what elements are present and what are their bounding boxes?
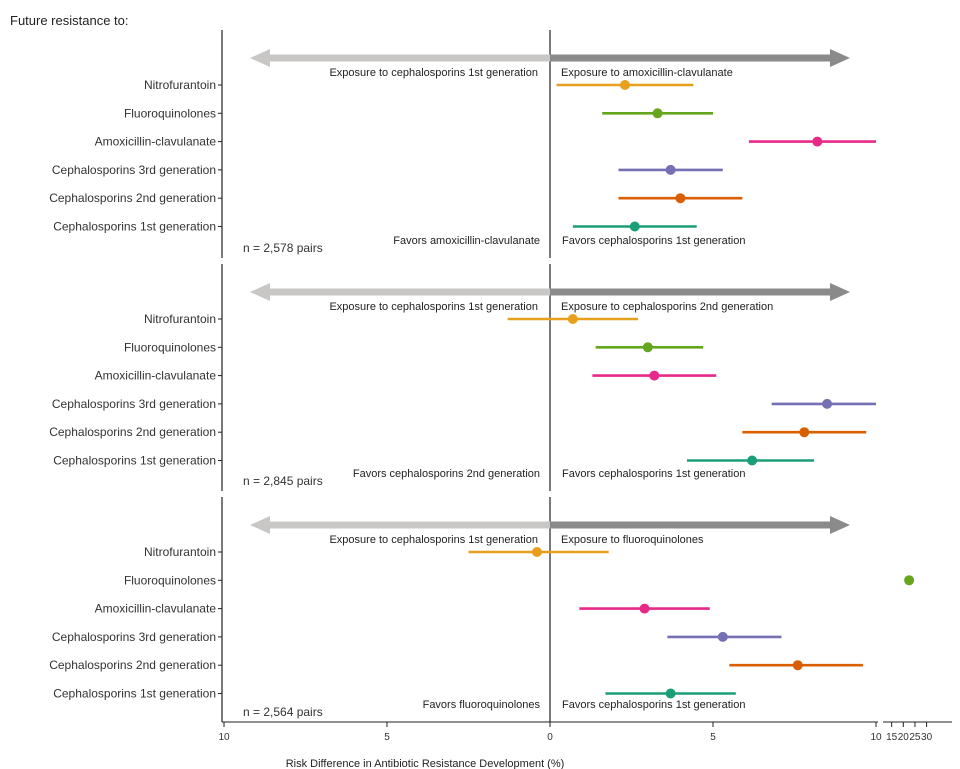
row-label: Cephalosporins 1st generation	[53, 220, 216, 234]
forest-panels: Exposure to cephalosporins 1st generatio…	[49, 30, 915, 722]
row-label: Cephalosporins 2nd generation	[49, 191, 216, 205]
point-estimate	[799, 427, 810, 438]
x-axis: 10 5 0 5 10 15 20 25 30	[218, 721, 952, 743]
row-label: Amoxicillin-clavulanate	[95, 602, 217, 616]
broken-x-tick-label: 30	[921, 732, 933, 743]
n-pairs-label: n = 2,564 pairs	[243, 705, 323, 719]
left-exposure-label: Exposure to cephalosporins 1st generatio…	[329, 534, 538, 546]
favors-left-label: Favors fluoroquinolones	[423, 699, 541, 711]
right-arrow-head	[830, 516, 850, 534]
n-pairs-label: n = 2,578 pairs	[243, 241, 323, 255]
x-tick-label: 0	[547, 732, 553, 743]
row-label: Amoxicillin-clavulanate	[95, 135, 217, 149]
x-tick-label: 5	[384, 732, 390, 743]
x-tick-label: 10	[870, 732, 882, 743]
point-estimate	[717, 631, 728, 642]
favors-right-label: Favors cephalosporins 1st generation	[562, 699, 745, 711]
favors-left-label: Favors amoxicillin-clavulanate	[393, 235, 540, 247]
forest-panel-2: Exposure to cephalosporins 1st generatio…	[49, 264, 876, 491]
broken-x-tick-label: 15	[886, 732, 898, 743]
left-exposure-label: Exposure to cephalosporins 1st generatio…	[329, 67, 538, 79]
forest-panel-3: Exposure to cephalosporins 1st generatio…	[49, 497, 915, 722]
x-tick-label: 5	[710, 732, 716, 743]
row-label: Cephalosporins 3rd generation	[52, 397, 216, 411]
point-estimate	[629, 221, 640, 232]
point-estimate	[747, 455, 758, 466]
point-estimate	[567, 314, 578, 324]
favors-right-label: Favors cephalosporins 1st generation	[562, 468, 745, 480]
left-exposure-label: Exposure to cephalosporins 1st generatio…	[329, 301, 538, 313]
row-label: Cephalosporins 3rd generation	[52, 163, 216, 177]
figure-title: Future resistance to:	[10, 13, 129, 28]
row-label: Cephalosporins 2nd generation	[49, 425, 216, 439]
row-label: Cephalosporins 3rd generation	[52, 630, 216, 644]
right-exposure-label: Exposure to amoxicillin-clavulanate	[561, 67, 733, 79]
broken-x-tick-label: 20	[898, 732, 910, 743]
point-estimate	[639, 603, 650, 614]
point-estimate	[792, 660, 803, 671]
row-label: Amoxicillin-clavulanate	[95, 369, 217, 383]
row-label: Nitrofurantoin	[144, 545, 216, 559]
forest-panel-1: Exposure to cephalosporins 1st generatio…	[49, 30, 876, 258]
right-exposure-label: Exposure to fluoroquinolones	[561, 534, 704, 546]
row-label: Nitrofurantoin	[144, 78, 216, 92]
left-arrow-head	[250, 283, 270, 301]
point-estimate	[665, 164, 676, 175]
point-estimate	[822, 398, 833, 409]
row-label: Nitrofurantoin	[144, 312, 216, 326]
favors-left-label: Favors cephalosporins 2nd generation	[353, 468, 540, 480]
row-label: Fluoroquinolones	[124, 106, 216, 120]
n-pairs-label: n = 2,845 pairs	[243, 474, 323, 488]
right-exposure-label: Exposure to cephalosporins 2nd generatio…	[561, 301, 773, 313]
point-estimate	[649, 370, 660, 381]
favors-right-label: Favors cephalosporins 1st generation	[562, 235, 745, 247]
point-estimate	[904, 575, 915, 586]
row-label: Cephalosporins 2nd generation	[49, 658, 216, 672]
right-arrow-head	[830, 49, 850, 67]
row-label: Cephalosporins 1st generation	[53, 454, 216, 468]
row-label: Fluoroquinolones	[124, 573, 216, 587]
point-estimate	[675, 193, 686, 204]
broken-x-tick-label: 25	[909, 732, 921, 743]
x-axis-label: Risk Difference in Antibiotic Resistance…	[286, 758, 565, 769]
left-arrow-head	[250, 49, 270, 67]
point-estimate	[642, 342, 653, 353]
point-estimate	[665, 688, 676, 699]
point-estimate	[812, 136, 823, 147]
point-estimate	[531, 547, 542, 557]
right-arrow-head	[830, 283, 850, 301]
point-estimate	[652, 108, 663, 119]
row-label: Cephalosporins 1st generation	[53, 687, 216, 701]
point-estimate	[619, 80, 630, 90]
x-tick-label: 10	[218, 732, 230, 743]
row-label: Fluoroquinolones	[124, 340, 216, 354]
left-arrow-head	[250, 516, 270, 534]
